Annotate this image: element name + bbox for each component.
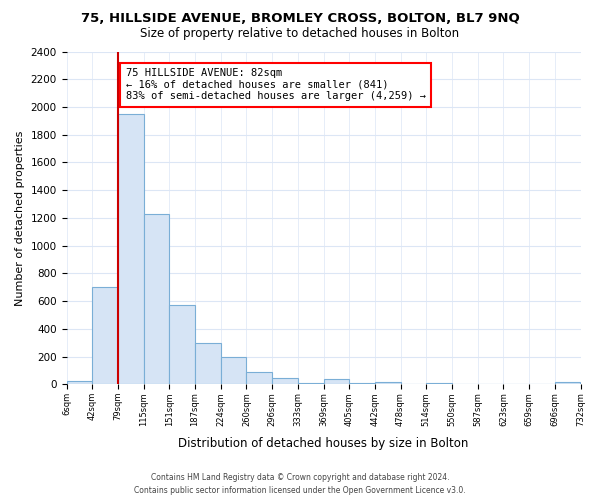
- X-axis label: Distribution of detached houses by size in Bolton: Distribution of detached houses by size …: [178, 437, 469, 450]
- Y-axis label: Number of detached properties: Number of detached properties: [15, 130, 25, 306]
- Bar: [143, 214, 169, 384]
- Bar: [221, 356, 247, 384]
- Bar: [195, 342, 221, 384]
- Bar: [298, 383, 323, 384]
- Bar: [92, 287, 118, 384]
- Text: Contains HM Land Registry data © Crown copyright and database right 2024.
Contai: Contains HM Land Registry data © Crown c…: [134, 473, 466, 495]
- Bar: [555, 382, 580, 384]
- Bar: [247, 372, 272, 384]
- Bar: [67, 382, 92, 384]
- Bar: [272, 378, 298, 384]
- Text: 75, HILLSIDE AVENUE, BROMLEY CROSS, BOLTON, BL7 9NQ: 75, HILLSIDE AVENUE, BROMLEY CROSS, BOLT…: [80, 12, 520, 26]
- Bar: [375, 382, 401, 384]
- Bar: [323, 380, 349, 384]
- Text: 75 HILLSIDE AVENUE: 82sqm
← 16% of detached houses are smaller (841)
83% of semi: 75 HILLSIDE AVENUE: 82sqm ← 16% of detac…: [125, 68, 425, 102]
- Bar: [349, 383, 375, 384]
- Bar: [118, 114, 143, 384]
- Bar: [169, 305, 195, 384]
- Bar: [427, 383, 452, 384]
- Text: Size of property relative to detached houses in Bolton: Size of property relative to detached ho…: [140, 28, 460, 40]
